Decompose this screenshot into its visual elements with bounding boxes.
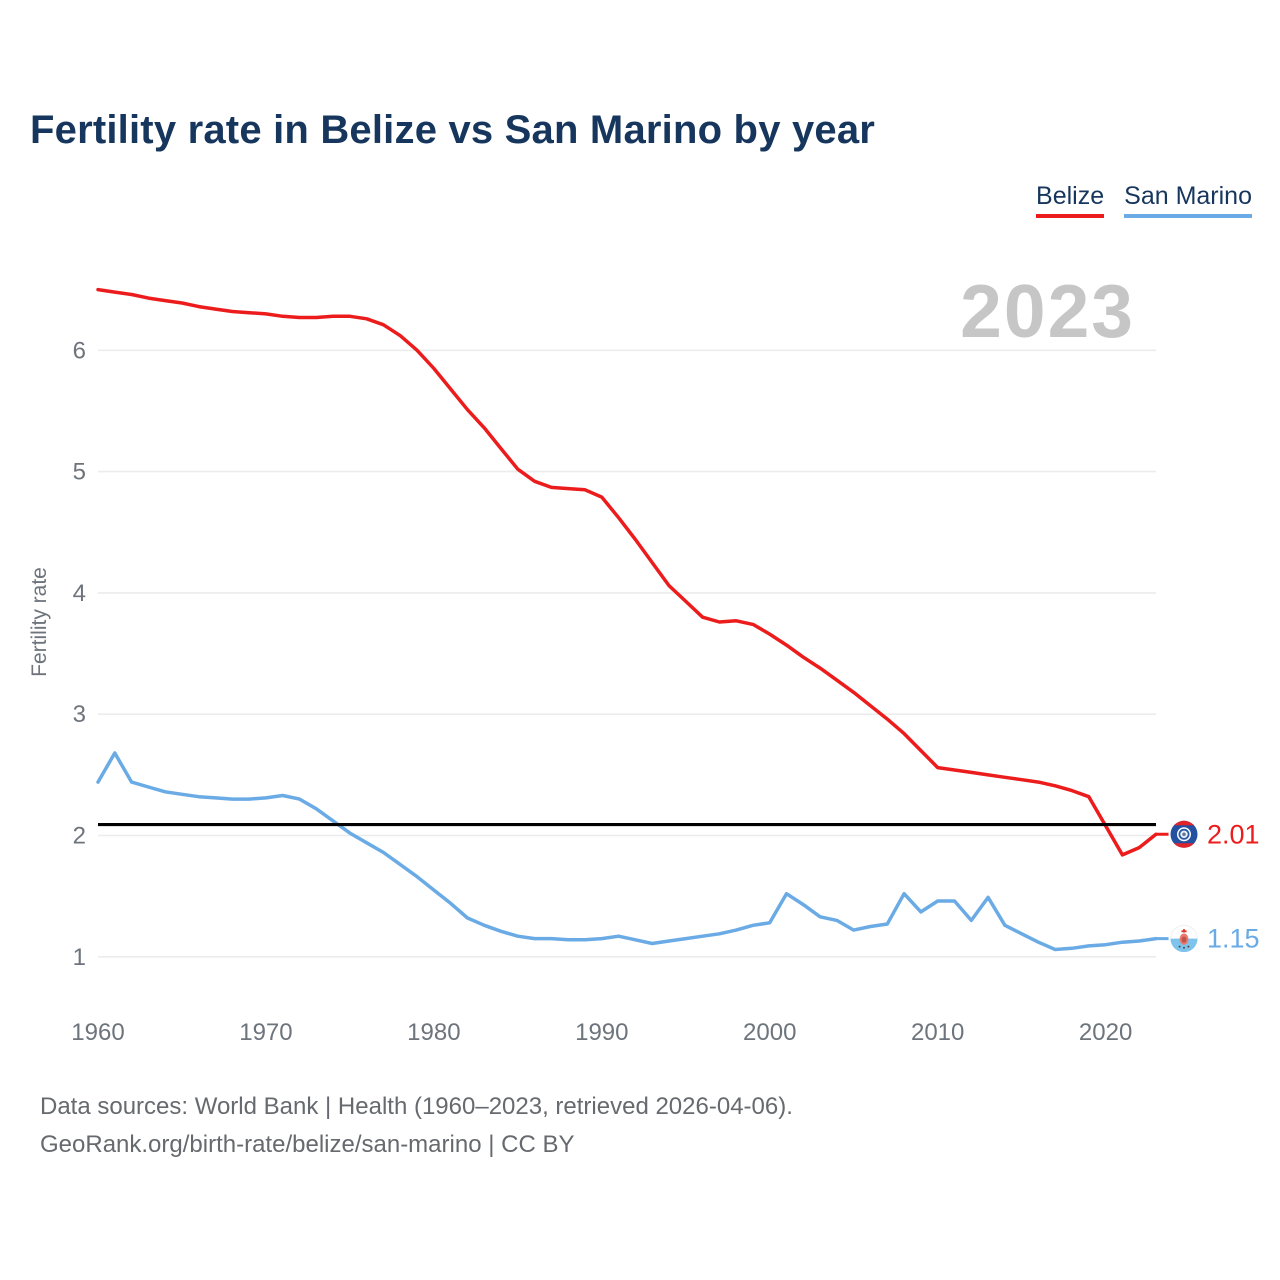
belize-line[interactable] — [96, 287, 1158, 857]
san-marino-line[interactable] — [96, 751, 1158, 952]
x-tick-label: 2010 — [911, 1019, 964, 1046]
y-tick-label: 2 — [73, 823, 86, 850]
y-tick-label: 4 — [73, 580, 86, 607]
footer-attribution-line: GeoRank.org/birth-rate/belize/san-marino… — [40, 1131, 575, 1158]
x-tick-label: 1970 — [239, 1019, 292, 1046]
x-tick-label: 2020 — [1079, 1019, 1132, 1046]
x-tick-label: 2000 — [743, 1019, 796, 1046]
belize-flag-icon[interactable] — [1168, 818, 1200, 850]
legend-item-belize[interactable]: Belize — [1036, 182, 1105, 218]
footer-sources-line: Data sources: World Bank | Health (1960–… — [40, 1093, 793, 1120]
x-tick-label: 1960 — [71, 1019, 124, 1046]
san-marino-flag-icon[interactable] — [1168, 923, 1200, 955]
y-axis-title: Fertility rate — [28, 567, 51, 677]
y-tick-label: 1 — [73, 944, 86, 971]
y-tick-label: 3 — [73, 701, 86, 728]
x-tick-label: 1990 — [575, 1019, 628, 1046]
year-watermark: 2023 — [960, 269, 1135, 353]
y-tick-label: 5 — [73, 459, 86, 486]
legend-item-san-marino[interactable]: San Marino — [1124, 182, 1252, 218]
y-tick-label: 6 — [73, 337, 86, 364]
page-title: Fertility rate in Belize vs San Marino b… — [30, 108, 876, 152]
san-marino-end-value-label: 1.15 — [1207, 924, 1260, 954]
belize-end-value-label: 2.01 — [1207, 819, 1260, 849]
chart-legend: Belize San Marino — [1036, 182, 1252, 218]
x-tick-label: 1980 — [407, 1019, 460, 1046]
data-sources-footer: Data sources: World Bank | Health (1960–… — [40, 1088, 793, 1164]
